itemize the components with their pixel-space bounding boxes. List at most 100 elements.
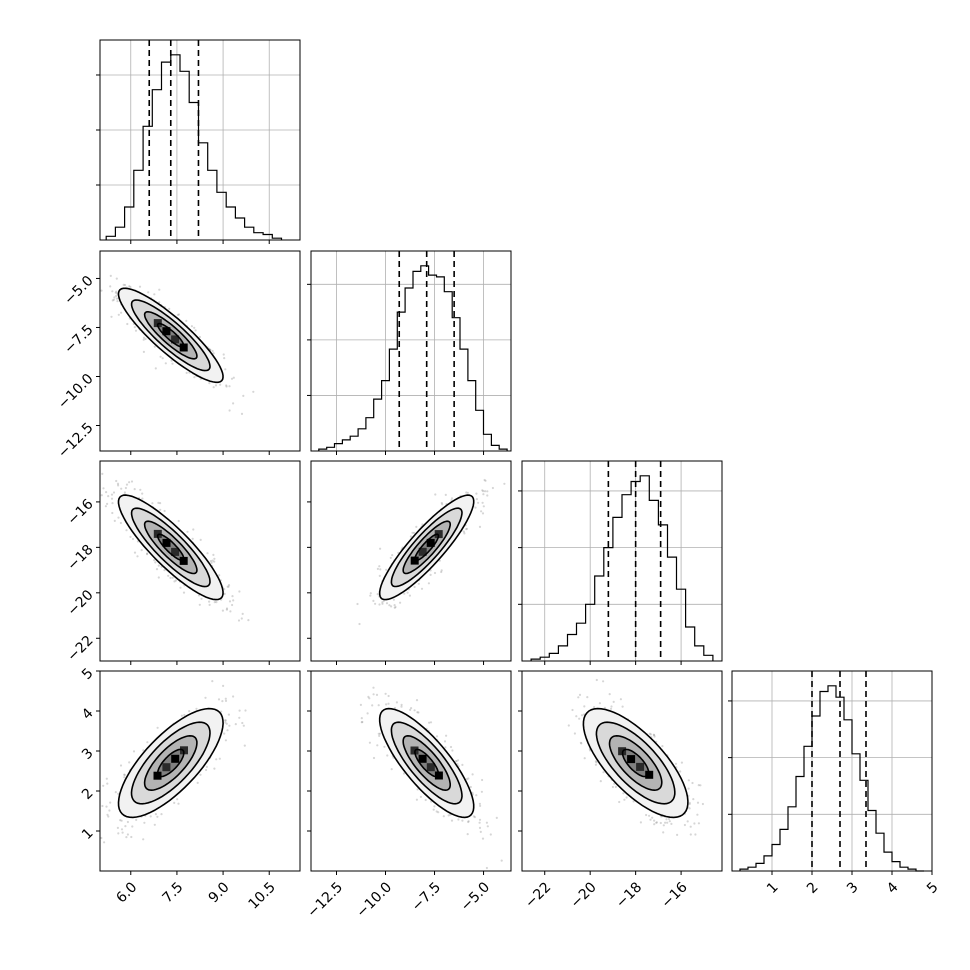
sample-point bbox=[385, 568, 388, 571]
sample-point bbox=[484, 479, 487, 482]
sample-point bbox=[415, 525, 418, 529]
sample-point bbox=[204, 696, 207, 699]
contour-line bbox=[117, 494, 224, 601]
sample-point bbox=[79, 249, 81, 251]
sample-point bbox=[190, 325, 193, 328]
sample-point bbox=[224, 719, 227, 722]
x-tick-label: 1 bbox=[764, 879, 782, 897]
sample-point bbox=[206, 552, 209, 555]
sample-point bbox=[595, 761, 598, 764]
sample-point bbox=[227, 713, 230, 716]
sample-point bbox=[226, 585, 229, 588]
sample-point bbox=[500, 859, 503, 862]
sample-point bbox=[120, 828, 124, 831]
sample-point bbox=[356, 602, 359, 606]
sample-point bbox=[491, 486, 494, 490]
histogram-panel-0 bbox=[96, 39, 301, 241]
sample-point bbox=[455, 759, 458, 763]
sample-point bbox=[378, 574, 381, 578]
sample-point bbox=[226, 729, 229, 732]
sample-point bbox=[408, 594, 411, 597]
x-tick-label: 5 bbox=[924, 879, 942, 897]
sample-point bbox=[185, 371, 188, 374]
sample-point bbox=[417, 711, 420, 714]
sample-point bbox=[154, 561, 157, 564]
sample-point bbox=[360, 721, 363, 724]
sample-point bbox=[123, 773, 126, 776]
sample-point bbox=[440, 569, 443, 572]
sample-point bbox=[228, 724, 231, 727]
sample-point bbox=[237, 619, 241, 622]
sample-point bbox=[667, 817, 671, 821]
sample-point bbox=[400, 705, 403, 708]
density-peak-cell bbox=[171, 754, 180, 763]
sample-point bbox=[475, 498, 478, 501]
sample-point bbox=[429, 721, 433, 724]
sample-point bbox=[225, 608, 228, 611]
sample-point bbox=[197, 594, 201, 597]
y-tick-label: −18 bbox=[64, 542, 96, 574]
sample-point bbox=[242, 724, 245, 727]
sample-point bbox=[450, 499, 453, 502]
sample-point bbox=[374, 602, 377, 605]
sample-point bbox=[687, 779, 690, 782]
contour-line bbox=[414, 748, 440, 778]
sample-point bbox=[111, 299, 114, 302]
sample-point bbox=[371, 704, 374, 707]
panel-content bbox=[79, 249, 255, 415]
sample-point bbox=[142, 338, 145, 341]
sample-point bbox=[434, 493, 437, 496]
sample-point bbox=[177, 519, 180, 523]
sample-point bbox=[123, 773, 126, 777]
sample-point bbox=[402, 772, 406, 775]
sample-point bbox=[573, 732, 577, 735]
contour-line bbox=[156, 533, 185, 562]
sample-point bbox=[114, 291, 117, 294]
sample-point bbox=[571, 708, 574, 712]
sample-point bbox=[167, 574, 170, 577]
sample-point bbox=[157, 501, 160, 504]
sample-point bbox=[400, 703, 403, 707]
sample-point bbox=[158, 288, 161, 291]
sample-point bbox=[106, 782, 109, 785]
sample-point bbox=[474, 506, 477, 509]
sample-point bbox=[664, 821, 667, 824]
sample-point bbox=[227, 585, 230, 588]
x-tick-label: 9.0 bbox=[206, 879, 233, 906]
sample-point bbox=[390, 768, 393, 771]
sample-point bbox=[224, 368, 227, 371]
sample-point bbox=[467, 820, 470, 824]
sample-point bbox=[382, 599, 385, 603]
sample-point bbox=[230, 377, 234, 380]
sample-point bbox=[379, 568, 382, 571]
y-tick-label: −22 bbox=[64, 633, 96, 665]
sample-point bbox=[586, 696, 589, 699]
sample-point bbox=[391, 554, 394, 557]
x-tick-label: −10.0 bbox=[353, 879, 395, 921]
sample-point bbox=[696, 813, 699, 816]
y-tick-label: 4 bbox=[79, 705, 97, 723]
sample-point bbox=[358, 622, 361, 626]
density-peak-cell bbox=[434, 530, 443, 539]
contour-line bbox=[390, 721, 463, 805]
sample-point bbox=[224, 699, 228, 703]
sample-point bbox=[385, 602, 389, 605]
sample-point bbox=[480, 510, 483, 513]
sample-point bbox=[117, 484, 120, 487]
sample-point bbox=[697, 822, 701, 825]
contour-line bbox=[390, 507, 463, 588]
y-tick-label: −20 bbox=[64, 587, 96, 619]
sample-point bbox=[655, 821, 658, 824]
sample-point bbox=[159, 355, 162, 358]
sample-point bbox=[403, 592, 406, 595]
sample-point bbox=[662, 831, 665, 834]
sample-point bbox=[433, 805, 436, 808]
sample-point bbox=[359, 703, 362, 707]
histogram-step-3 bbox=[739, 685, 924, 872]
sample-point bbox=[117, 792, 120, 795]
density-peak-cell bbox=[418, 547, 427, 556]
sample-point bbox=[415, 798, 418, 801]
sample-point bbox=[71, 459, 73, 461]
x-tick-label: 2 bbox=[804, 879, 822, 897]
sample-point bbox=[119, 819, 122, 822]
